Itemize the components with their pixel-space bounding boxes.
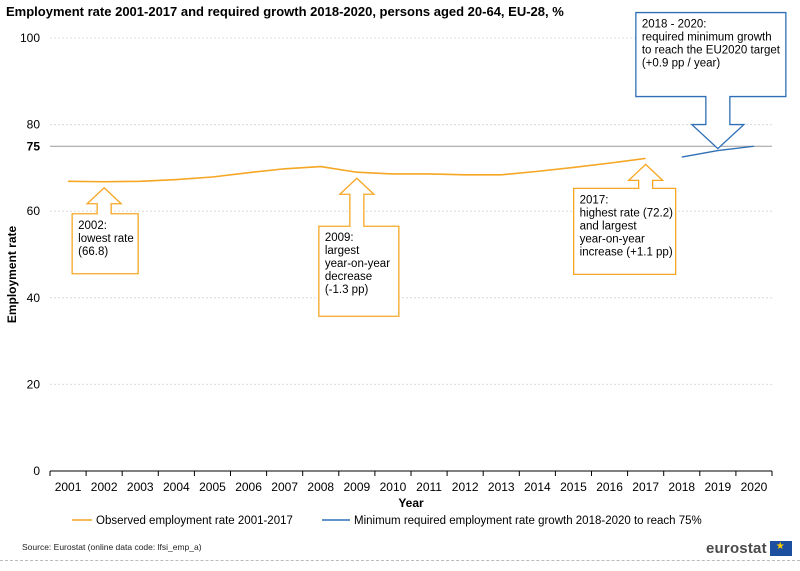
logo-text: eurostat xyxy=(706,540,767,557)
x-tick-label-2003: 2003 xyxy=(127,480,154,494)
x-tick-label-2007: 2007 xyxy=(271,480,298,494)
x-tick-label-2009: 2009 xyxy=(343,480,370,494)
y-tick-label-0: 0 xyxy=(33,464,40,478)
series-line-0 xyxy=(68,157,646,183)
x-axis-label: Year xyxy=(398,496,424,510)
y-tick-label-80: 80 xyxy=(27,118,41,132)
callout-text-2009: (-1.3 pp) xyxy=(325,284,369,296)
callout-text-2002: lowest rate xyxy=(78,233,134,245)
x-tick-label-2001: 2001 xyxy=(55,480,82,494)
y-tick-label-75: 75 xyxy=(27,139,41,153)
callout-text-2019: (+0.9 pp / year) xyxy=(642,58,720,70)
footer-divider xyxy=(0,560,800,561)
callout-box-2019 xyxy=(635,11,787,150)
y-axis-label: Employment rate xyxy=(5,225,19,323)
x-tick-label-2010: 2010 xyxy=(380,480,407,494)
callout-text-2009: largest xyxy=(325,245,360,257)
legend-layer: Observed employment rate 2001-2017 Minimu… xyxy=(72,515,702,527)
x-tick-label-2012: 2012 xyxy=(452,480,479,494)
x-tick-label-2011: 2011 xyxy=(416,480,442,494)
callout-layer: 2002:lowest rate(66.8)2009:largestyear-o… xyxy=(71,11,787,317)
callout-text-2009: year-on-year xyxy=(325,258,390,270)
legend-label-0: Observed employment rate 2001-2017 xyxy=(96,515,293,527)
callout-text-2017: year-on-year xyxy=(580,233,645,245)
y-tick-label-100: 100 xyxy=(20,31,40,45)
callout-text-2002: 2002: xyxy=(78,220,107,232)
x-tick-label-2020: 2020 xyxy=(741,480,768,494)
x-tick-label-2019: 2019 xyxy=(704,480,731,494)
callout-text-2019: 2018 - 2020: xyxy=(642,19,707,31)
x-tick-label-2013: 2013 xyxy=(488,480,515,494)
callout-text-2017: highest rate (72.2) xyxy=(580,207,674,219)
callout-box-2002 xyxy=(71,186,139,275)
x-tick-label-2016: 2016 xyxy=(596,480,623,494)
callout-text-2017: increase (+1.1 pp) xyxy=(580,246,673,258)
callout-text-2017: and largest xyxy=(580,220,638,232)
callout-text-2009: decrease xyxy=(325,271,372,283)
x-tick-label-2015: 2015 xyxy=(560,480,587,494)
callout-box-2017 xyxy=(573,163,677,276)
callout-text-2019: required minimum growth xyxy=(642,32,772,44)
eu-flag-icon xyxy=(769,541,792,556)
legend-label-1: Minimum required employment rate growth … xyxy=(354,515,702,527)
x-tick-label-2014: 2014 xyxy=(524,480,551,494)
callout-text-2009: 2009: xyxy=(325,232,354,244)
callout-text-2017: 2017: xyxy=(580,194,609,206)
series-line-1 xyxy=(681,145,755,158)
x-tick-label-2005: 2005 xyxy=(199,480,226,494)
x-tick-label-2018: 2018 xyxy=(668,480,695,494)
callout-text-2002: (66.8) xyxy=(78,246,108,258)
source-note: Source: Eurostat (online data code: lfsi… xyxy=(22,542,202,552)
y-tick-label-60: 60 xyxy=(27,204,41,218)
x-tick-label-2002: 2002 xyxy=(91,480,118,494)
chart-title: Employment rate 2001-2017 and required g… xyxy=(6,4,564,19)
x-tick-label-2004: 2004 xyxy=(163,480,190,494)
y-tick-label-20: 20 xyxy=(27,377,41,391)
series-layer xyxy=(68,145,755,183)
callout-box-2009 xyxy=(318,177,400,317)
y-tick-label-40: 40 xyxy=(27,291,41,305)
callout-text-2019: to reach the EU2020 target xyxy=(642,45,781,57)
axis-layer: 0 20 40 60 75 80 100 2001 2002 2003 2004 2005 2006 20… xyxy=(5,31,773,510)
x-tick-label-2008: 2008 xyxy=(307,480,334,494)
x-tick-label-2006: 2006 xyxy=(235,480,262,494)
eurostat-logo: eurostat xyxy=(706,540,792,557)
x-tick-label-2017: 2017 xyxy=(632,480,659,494)
